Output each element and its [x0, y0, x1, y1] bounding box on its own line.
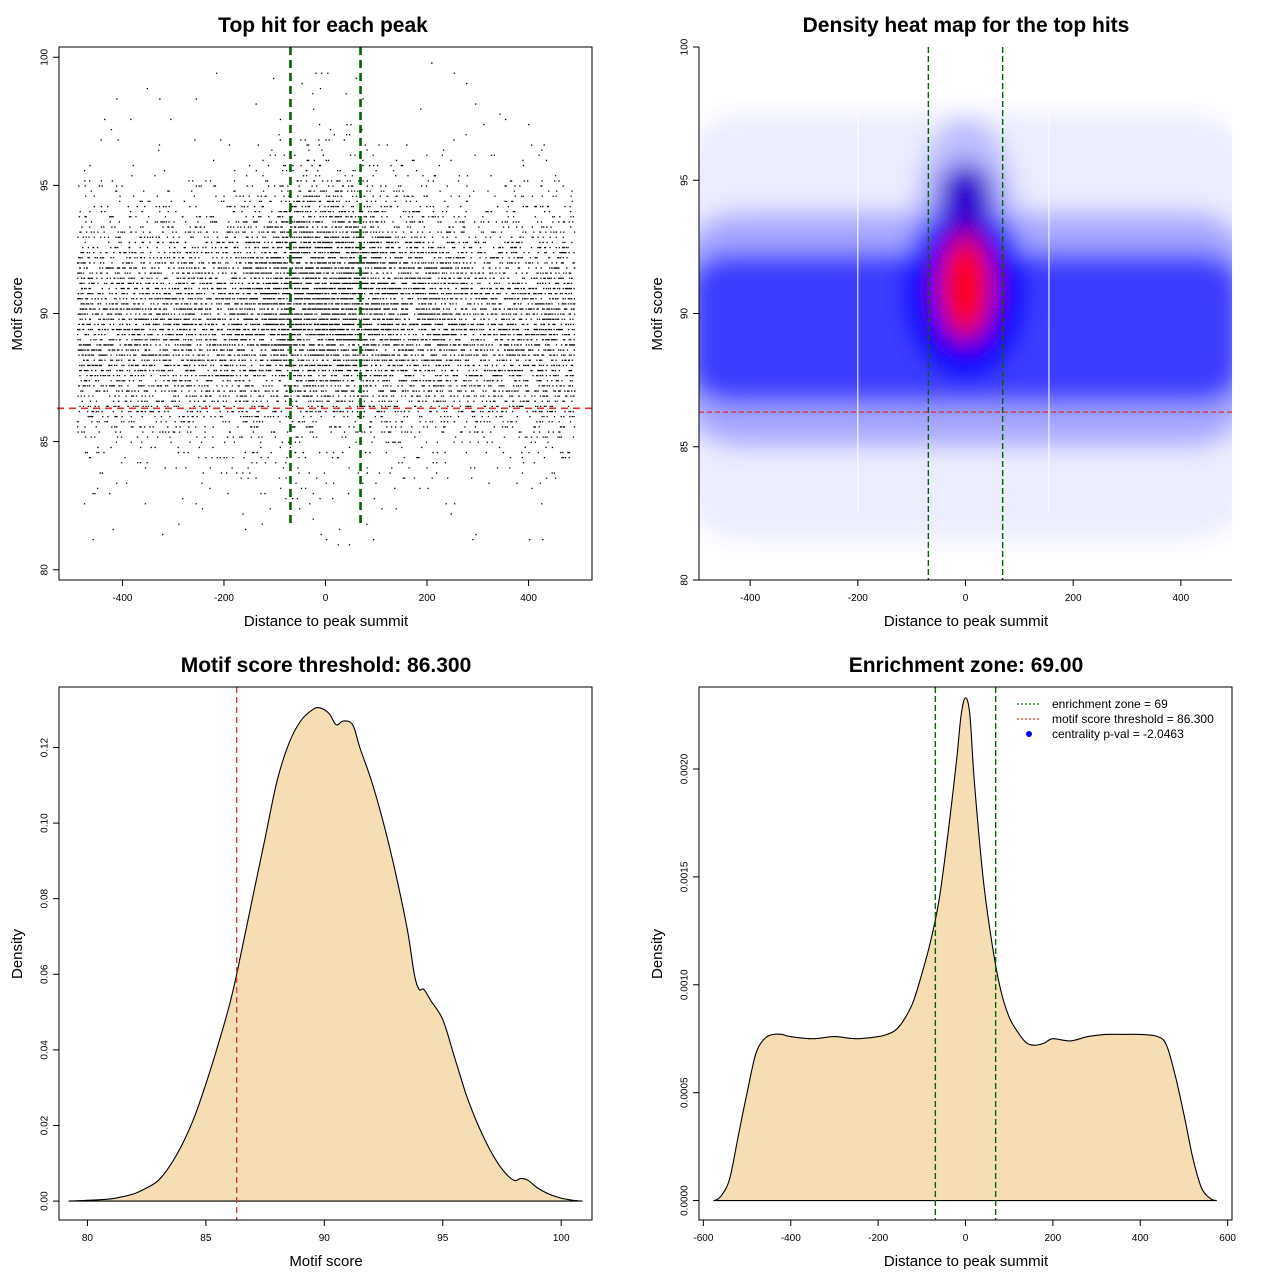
y-tick-label: 95: [40, 179, 51, 191]
x-axis: 80 85 90 95 100: [82, 1219, 570, 1244]
x-tick-label: 600: [1219, 1233, 1236, 1244]
panel-score-density: Motif score threshold: 86.300 80 85 90 95 10…: [9, 654, 593, 1270]
x-tick-label: 0: [963, 1233, 969, 1244]
x-axis-label: Distance to peak summit: [244, 613, 409, 630]
y-tick-label: 0.0010: [680, 969, 691, 1000]
y-axis-label: Density: [649, 928, 666, 979]
x-tick-label: -400: [112, 593, 132, 604]
y-tick-label: 0.08: [40, 889, 51, 909]
panel-heatmap: Density heat map for the top hits -400 -2…: [649, 14, 1232, 630]
x-tick-label: -400: [740, 593, 760, 604]
y-axis: 0.00 0.02 0.04 0.06 0.08 0.10 0.12: [40, 737, 60, 1211]
y-tick-label: 0.0020: [680, 753, 691, 784]
y-tick-label: 80: [40, 564, 51, 576]
y-tick-label: 0.00: [40, 1191, 51, 1211]
legend-zone-label: enrichment zone = 69: [1052, 697, 1168, 711]
reference-lines: [934, 687, 997, 1220]
legend-pval-label: centrality p-val = -2.0463: [1052, 727, 1184, 741]
y-axis-label: Density: [9, 928, 26, 979]
x-tick-label: 95: [437, 1233, 449, 1244]
y-tick-label: 85: [40, 436, 51, 448]
heat-hotspot: [943, 238, 988, 335]
heat-field: [699, 47, 1232, 580]
chart-title: Enrichment zone: 69.00: [849, 654, 1084, 677]
panel-scatter: Top hit for each peak -400 -200 0 200 400 80…: [9, 14, 594, 630]
x-tick-label: -200: [848, 593, 868, 604]
y-axis-label: Motif score: [649, 277, 666, 350]
legend-threshold-label: motif score threshold = 86.300: [1052, 712, 1214, 726]
reference-lines: [57, 47, 594, 528]
x-tick-label: 400: [1132, 1233, 1149, 1244]
x-tick-label: 100: [553, 1233, 570, 1244]
y-tick-label: 0.0015: [680, 861, 691, 892]
heat-cap: [937, 162, 994, 235]
y-tick-label: 90: [680, 308, 691, 320]
y-axis: 80 85 90 95 100: [40, 48, 60, 576]
x-tick-label: 90: [319, 1233, 331, 1244]
scatter-points: [76, 62, 576, 546]
chart-title: Motif score threshold: 86.300: [181, 654, 472, 677]
x-tick-label: -200: [868, 1233, 888, 1244]
x-tick-label: 200: [1065, 593, 1082, 604]
y-tick-label: 80: [680, 574, 691, 586]
y-tick-label: 0.10: [40, 813, 51, 833]
x-axis-label: Distance to peak summit: [884, 613, 1049, 630]
x-tick-label: 0: [323, 593, 329, 604]
x-axis-label: Distance to peak summit: [884, 1253, 1049, 1270]
density-area: [712, 697, 1217, 1202]
x-tick-label: -200: [214, 593, 234, 604]
x-axis: -400 -200 0 200 400: [740, 579, 1190, 604]
y-axis: 0.0000 0.0005 0.0010 0.0015 0.0020: [680, 753, 700, 1216]
y-tick-label: 0.04: [40, 1040, 51, 1060]
x-tick-label: -400: [781, 1233, 801, 1244]
reference-lines: [699, 47, 1232, 580]
y-tick-label: 0.02: [40, 1115, 51, 1135]
x-axis: -600 -400 -200 0 200 400 600: [693, 1219, 1236, 1244]
x-tick-label: 400: [1173, 593, 1190, 604]
y-tick-label: 100: [40, 48, 51, 65]
y-tick-label: 95: [680, 174, 691, 186]
x-tick-label: 200: [1045, 1233, 1062, 1244]
y-tick-label: 90: [40, 308, 51, 320]
x-tick-label: 400: [520, 593, 537, 604]
panel-distance-density: Enrichment zone: 69.00 -600 -400 -200 0 200 4…: [649, 654, 1236, 1270]
heat-seams: [857, 113, 1050, 514]
x-tick-label: 80: [82, 1233, 94, 1244]
y-tick-label: 85: [680, 441, 691, 453]
y-axis-label: Motif score: [9, 277, 26, 350]
density-area: [68, 706, 583, 1202]
x-tick-label: -600: [693, 1233, 713, 1244]
x-tick-label: 200: [419, 593, 436, 604]
y-tick-label: 0.06: [40, 964, 51, 984]
chart-title: Top hit for each peak: [218, 14, 428, 37]
scatter-point: [76, 62, 576, 546]
x-tick-label: 0: [963, 593, 969, 604]
y-tick-label: 0.0005: [680, 1077, 691, 1108]
chart-title: Density heat map for the top hits: [803, 14, 1130, 37]
legend: enrichment zone = 69 motif score thresho…: [1017, 697, 1214, 741]
y-tick-label: 0.12: [40, 737, 51, 757]
y-axis: 80 85 90 95 100: [680, 38, 700, 586]
x-tick-label: 85: [200, 1233, 212, 1244]
y-tick-label: 100: [680, 38, 691, 55]
x-axis-label: Motif score: [289, 1253, 362, 1270]
legend-pval-dot: [1026, 731, 1032, 737]
y-tick-label: 0.0000: [680, 1185, 691, 1216]
x-axis: -400 -200 0 200 400: [112, 579, 537, 604]
